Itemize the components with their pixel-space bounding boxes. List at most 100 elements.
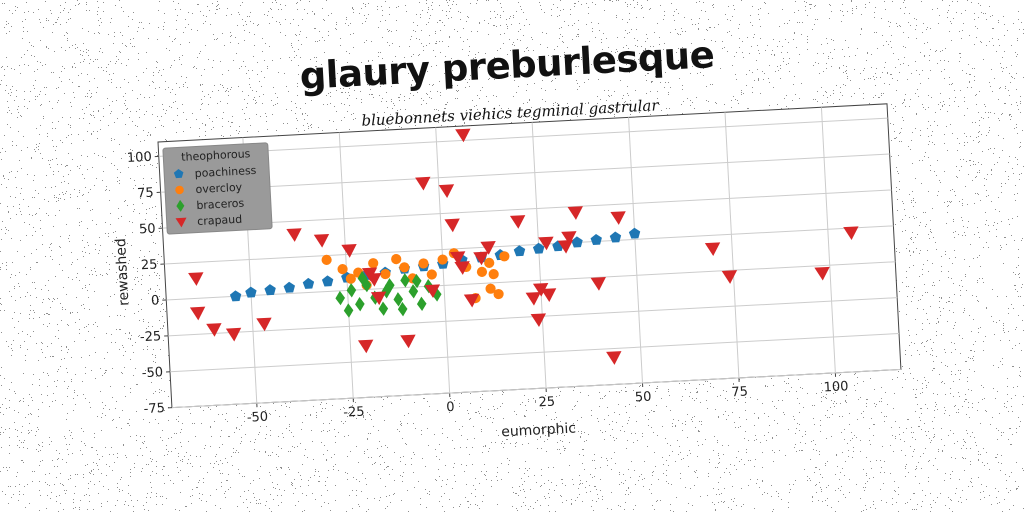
point-braceros: [397, 301, 408, 317]
y-grid-line: [162, 189, 892, 229]
point-crapaud: [610, 211, 626, 225]
y-tick-label: 50: [139, 222, 156, 238]
point-crapaud: [721, 270, 738, 284]
point-overcloy: [485, 283, 496, 294]
legend-item-overcloy: overcloy: [169, 177, 266, 198]
chart: -50 -25 0 25 50 75 100 -75 -50 -25 0 25 50 75 100 eumo…: [113, 103, 902, 440]
x-grid-line: [338, 132, 354, 399]
point-braceros: [416, 296, 427, 312]
point-overcloy: [476, 266, 488, 277]
legend-label: braceros: [196, 196, 245, 212]
point-crapaud: [561, 231, 577, 245]
y-grid-line: [158, 117, 888, 157]
point-braceros: [378, 301, 389, 316]
point-braceros: [408, 284, 419, 299]
point-crapaud: [424, 284, 441, 299]
point-crapaud: [590, 277, 606, 291]
point-crapaud: [843, 226, 859, 241]
point-overcloy: [380, 268, 391, 280]
point-poachiness: [283, 281, 296, 293]
legend-marker-overcloy: [169, 183, 196, 196]
point-overcloy: [426, 269, 437, 280]
point-overcloy: [418, 258, 429, 269]
point-braceros: [381, 284, 392, 299]
point-poachiness: [513, 245, 526, 257]
point-overcloy: [488, 269, 499, 280]
legend-marker-poachiness: [168, 167, 195, 180]
y-tick-label: 75: [137, 186, 154, 202]
point-poachiness: [590, 234, 602, 245]
point-poachiness: [264, 284, 276, 296]
y-grid-line: [160, 153, 890, 193]
point-crapaud: [357, 339, 374, 354]
point-crapaud: [509, 215, 526, 229]
point-crapaud: [286, 228, 302, 242]
point-poachiness: [321, 275, 334, 287]
legend-marker-crapaud: [175, 217, 187, 228]
point-poachiness: [245, 286, 257, 298]
point-crapaud: [370, 291, 387, 306]
point-overcloy: [321, 254, 332, 265]
point-crapaud: [454, 261, 470, 275]
point-crapaud: [525, 291, 541, 306]
y-grid-line: [171, 368, 901, 409]
x-grid-line: [628, 117, 643, 384]
point-poachiness: [229, 290, 242, 302]
point-overcloy: [484, 257, 495, 268]
legend-item-crapaud: crapaud: [171, 209, 268, 230]
legend-marker-braceros: [176, 199, 185, 212]
point-poachiness: [571, 236, 583, 248]
point-crapaud: [438, 184, 455, 198]
point-crapaud: [606, 351, 622, 365]
legend-marker-overcloy: [175, 185, 184, 195]
point-poachiness: [609, 231, 622, 243]
point-braceros: [335, 290, 346, 306]
y-grid-line: [164, 225, 894, 265]
x-tick-label: 75: [731, 384, 748, 400]
plot-frame: [157, 103, 902, 409]
point-crapaud: [449, 251, 466, 265]
legend: theophorous poachiness overcloy braceros…: [162, 142, 273, 235]
point-crapaud: [188, 272, 204, 286]
point-overcloy: [337, 264, 348, 275]
legend-label: poachiness: [194, 163, 257, 180]
point-poachiness: [628, 227, 641, 239]
point-braceros: [393, 292, 404, 307]
point-crapaud: [455, 128, 471, 143]
legend-marker-crapaud: [171, 215, 198, 228]
y-tick-label: -25: [140, 329, 162, 345]
point-crapaud: [530, 313, 546, 328]
point-braceros: [355, 296, 365, 312]
legend-label: crapaud: [196, 212, 243, 228]
point-overcloy: [345, 273, 356, 284]
legend-item-poachiness: poachiness: [168, 161, 265, 182]
x-tick-label: 50: [635, 390, 652, 406]
point-poachiness: [532, 242, 545, 254]
x-tick-label: -50: [247, 410, 269, 426]
y-tick-label: 0: [151, 293, 160, 308]
point-overcloy: [399, 262, 410, 273]
point-crapaud: [256, 317, 272, 332]
point-crapaud: [225, 327, 242, 342]
y-grid-line: [166, 261, 896, 301]
legend-item-braceros: braceros: [170, 193, 267, 214]
legend-marker-poachiness: [173, 168, 184, 179]
point-braceros: [385, 278, 395, 293]
x-grid-line: [820, 107, 836, 373]
point-crapaud: [704, 242, 721, 256]
x-grid-line: [724, 112, 740, 378]
point-crapaud: [444, 218, 460, 233]
point-crapaud: [463, 293, 480, 308]
legend-label: overcloy: [195, 180, 243, 196]
point-overcloy: [437, 254, 448, 265]
point-crapaud: [480, 241, 496, 255]
y-tick-label: -50: [141, 365, 163, 381]
x-grid-line: [531, 122, 547, 389]
point-overcloy: [499, 251, 510, 262]
point-crapaud: [814, 266, 830, 281]
point-crapaud: [313, 233, 330, 248]
y-grid-line: [170, 333, 900, 373]
x-tick-label: -25: [343, 405, 365, 421]
point-crapaud: [540, 288, 557, 302]
y-tick-label: 100: [127, 150, 153, 166]
